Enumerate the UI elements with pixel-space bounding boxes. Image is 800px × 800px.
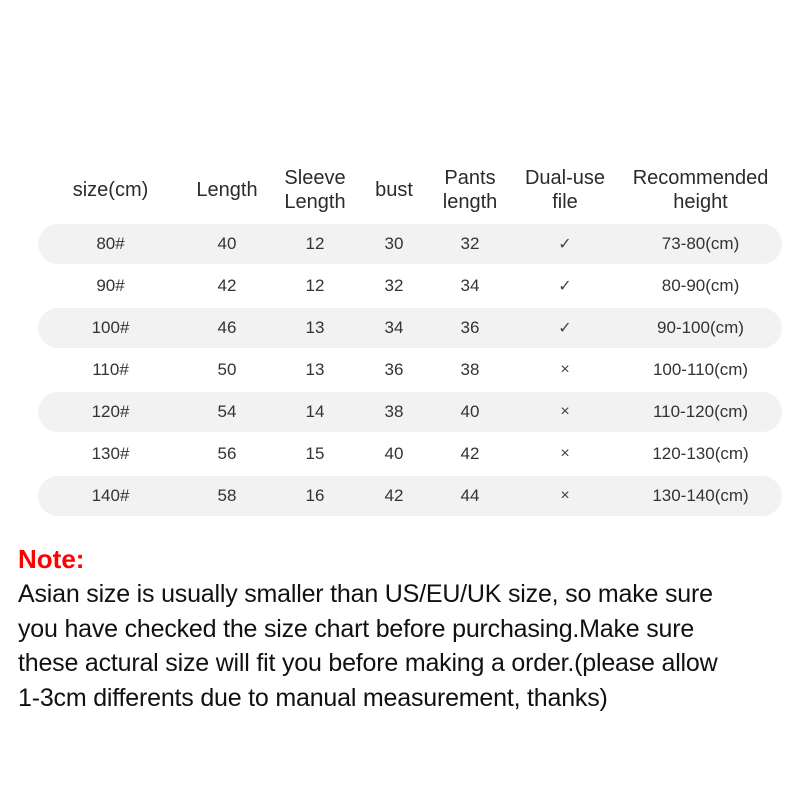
check-icon: ✓ bbox=[558, 278, 572, 295]
table-row: 90# 42 12 32 34 ✓ 80-90(cm) bbox=[38, 266, 782, 306]
table-row: 120# 54 14 38 40 × 110-120(cm) bbox=[38, 392, 782, 432]
col-header-sleeve: Sleeve Length bbox=[284, 167, 346, 213]
note-line: Asian size is usually smaller than US/EU… bbox=[18, 580, 713, 608]
cell-length: 40 bbox=[217, 234, 237, 253]
cell-sleeve: 14 bbox=[305, 402, 325, 421]
cell-bust: 34 bbox=[384, 318, 404, 337]
note-line: you have checked the size chart before p… bbox=[18, 614, 695, 643]
table-row: 140# 58 16 42 44 × 130-140(cm) bbox=[38, 476, 782, 516]
cell-size: 130# bbox=[91, 444, 130, 463]
table-row: 110# 50 13 36 38 × 100-110(cm) bbox=[38, 350, 782, 390]
cell-height: 100-110(cm) bbox=[652, 360, 749, 379]
table-header-row: size(cm) Length Sleeve Length bust Pants… bbox=[38, 160, 782, 222]
cell-pants: 40 bbox=[460, 402, 480, 421]
check-icon: ✓ bbox=[558, 236, 572, 253]
cell-sleeve: 16 bbox=[305, 486, 325, 505]
cross-icon: × bbox=[560, 403, 570, 420]
col-header-pants: Pants length bbox=[442, 167, 498, 213]
cell-pants: 34 bbox=[460, 276, 480, 295]
col-header-length: Length bbox=[196, 179, 258, 202]
note-title: Note: bbox=[18, 544, 85, 574]
cell-length: 50 bbox=[217, 360, 237, 379]
cell-bust: 42 bbox=[384, 486, 404, 505]
cell-sleeve: 15 bbox=[305, 444, 325, 463]
cell-pants: 32 bbox=[460, 234, 480, 253]
table-row: 130# 56 15 40 42 × 120-130(cm) bbox=[38, 434, 782, 474]
cell-bust: 38 bbox=[384, 402, 404, 421]
cell-pants: 38 bbox=[460, 360, 480, 379]
size-table: size(cm) Length Sleeve Length bust Pants… bbox=[38, 160, 782, 516]
cell-length: 56 bbox=[217, 444, 237, 463]
cell-size: 100# bbox=[91, 318, 130, 337]
cell-bust: 40 bbox=[384, 444, 404, 463]
cell-pants: 42 bbox=[460, 444, 480, 463]
note-line: these actural size will fit you before m… bbox=[18, 649, 718, 678]
cell-sleeve: 12 bbox=[305, 276, 325, 295]
cell-height: 120-130(cm) bbox=[652, 444, 749, 463]
cell-height: 130-140(cm) bbox=[652, 486, 749, 505]
cell-pants: 36 bbox=[460, 318, 480, 337]
cell-size: 90# bbox=[96, 276, 125, 295]
cell-height: 110-120(cm) bbox=[652, 402, 749, 421]
col-header-dual-use: Dual-use file bbox=[524, 167, 606, 213]
col-header-size: size(cm) bbox=[72, 179, 149, 202]
cell-pants: 44 bbox=[460, 486, 480, 505]
cell-sleeve: 13 bbox=[305, 318, 325, 337]
col-header-rec-height: Recommended height bbox=[632, 167, 769, 213]
cell-length: 58 bbox=[217, 486, 237, 505]
cell-bust: 30 bbox=[384, 234, 404, 253]
cell-size: 140# bbox=[91, 486, 130, 505]
cell-length: 42 bbox=[217, 276, 237, 295]
note-line: 1-3cm differents due to manual measureme… bbox=[18, 683, 608, 712]
cell-size: 110# bbox=[92, 360, 129, 379]
cell-length: 46 bbox=[217, 318, 237, 337]
cross-icon: × bbox=[560, 361, 570, 378]
cross-icon: × bbox=[560, 487, 570, 504]
cell-height: 80-90(cm) bbox=[661, 276, 740, 295]
cross-icon: × bbox=[560, 445, 570, 462]
table-row: 80# 40 12 30 32 ✓ 73-80(cm) bbox=[38, 224, 782, 264]
cell-size: 120# bbox=[91, 402, 130, 421]
cell-height: 73-80(cm) bbox=[661, 234, 740, 253]
cell-size: 80# bbox=[96, 234, 125, 253]
cell-sleeve: 13 bbox=[305, 360, 325, 379]
cell-length: 54 bbox=[217, 402, 237, 421]
col-header-bust: bust bbox=[375, 179, 413, 202]
cell-sleeve: 12 bbox=[305, 234, 325, 253]
table-row: 100# 46 13 34 36 ✓ 90-100(cm) bbox=[38, 308, 782, 348]
cell-bust: 32 bbox=[384, 276, 404, 295]
cell-bust: 36 bbox=[384, 360, 404, 379]
note-section: Note: Asian size is usually smaller than… bbox=[18, 542, 798, 715]
check-icon: ✓ bbox=[558, 320, 572, 337]
cell-height: 90-100(cm) bbox=[657, 318, 744, 337]
